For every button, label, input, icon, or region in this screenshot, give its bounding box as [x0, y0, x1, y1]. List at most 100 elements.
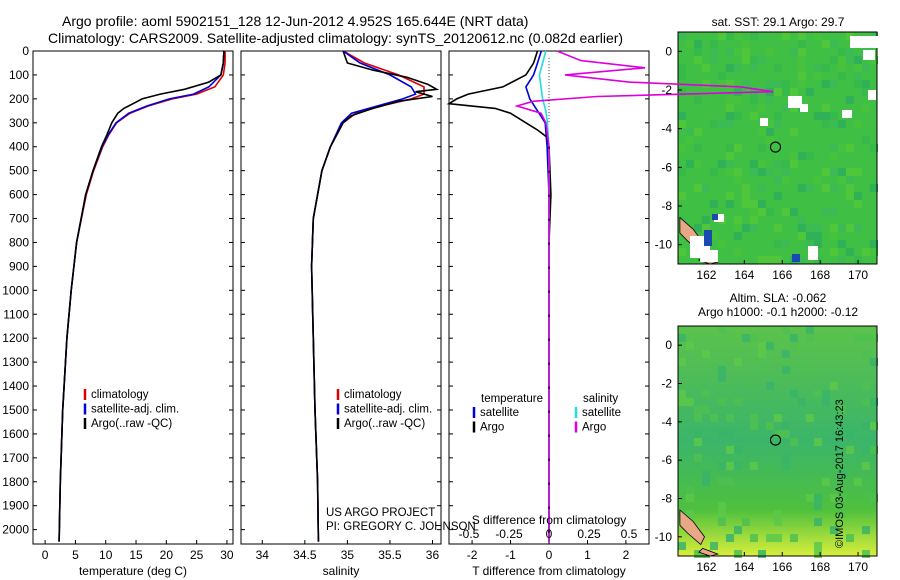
sst-map-title: sat. SST: 29.1 Argo: 29.7 [712, 15, 845, 29]
sst_map-cell [726, 104, 734, 112]
sla_map-cell [678, 334, 686, 342]
sla_map-cell [718, 462, 726, 470]
sst_map-cell [830, 112, 838, 120]
difference-top-tick-label: 0.25 [577, 527, 601, 541]
sst-map-missing-cell [714, 214, 724, 222]
temperature-x-axis-label: temperature (deg C) [79, 564, 187, 578]
sst_map-cell [694, 96, 702, 104]
salinity-x-axis-label: salinity [323, 564, 360, 578]
sla_map-y-tick-label: -10 [655, 530, 673, 544]
sst_map-cell [822, 40, 830, 48]
sst_map-cell [750, 96, 758, 104]
sst_map-cell [822, 112, 830, 120]
sst_map-cell [862, 64, 870, 72]
sla_map-cell [758, 342, 766, 350]
sla_map-cell [814, 502, 822, 510]
sst-map-missing-cell [760, 118, 768, 126]
temperature-x-tick-label: 15 [129, 548, 143, 562]
sst-map-missing-cell [700, 250, 718, 262]
sst_map-cell [758, 208, 766, 216]
sst_map-cell [838, 64, 846, 72]
depth-tick-label: 600 [9, 188, 29, 202]
sst_map-cell [846, 248, 854, 256]
sla_map-cell [750, 422, 758, 430]
sst_map-cell [742, 80, 750, 88]
sla_map-cell [774, 534, 782, 542]
sla_map-frame [677, 325, 878, 557]
sst_map-cell [774, 80, 782, 88]
sla_map-cell [862, 350, 870, 358]
sla_map-cell [726, 462, 734, 470]
sst_map-cell [798, 152, 806, 160]
salinity-x-tick-label: 36 [426, 548, 440, 562]
difference-x-tick-label: -2 [467, 548, 478, 562]
sst_map-cell [710, 48, 718, 56]
sst_map-cell [798, 64, 806, 72]
sla_map-cell [758, 550, 766, 558]
sst_map-cell [870, 184, 878, 192]
sst_map-cell [830, 56, 838, 64]
sst_map-cell [862, 104, 870, 112]
sla_map-y-tick-label: -8 [661, 492, 672, 506]
sla_map-cell [846, 534, 854, 542]
sst_map-cell [798, 224, 806, 232]
sst_map-cell [742, 192, 750, 200]
sst-map-cool-cell [704, 230, 712, 246]
sst_map-x-tick-label: 164 [734, 268, 754, 282]
sst_map-cell [766, 208, 774, 216]
sst_map-cell [806, 184, 814, 192]
sst_map-cell [678, 120, 686, 128]
difference-top-axis-label: S difference from climatology [472, 513, 627, 527]
sst_map-cell [782, 80, 790, 88]
sst_map-cell [678, 32, 686, 40]
sla_map-cell [718, 430, 726, 438]
sst_map-cell [726, 80, 734, 88]
sst_map-cell [806, 240, 814, 248]
depth-tick-label: 700 [9, 212, 29, 226]
sst_map-cell [846, 168, 854, 176]
depth-tick-label: 800 [9, 235, 29, 249]
sst_map-cell [774, 240, 782, 248]
sla_map-cell [686, 510, 694, 518]
sla_map-cell [862, 334, 870, 342]
sla_map-cell [814, 494, 822, 502]
sst_map-cell [846, 192, 854, 200]
sla_map-x-tick-label: 166 [772, 560, 792, 574]
sla_map-cell [862, 462, 870, 470]
sst_map-cell [854, 168, 862, 176]
sst_map-cell [814, 176, 822, 184]
sst_map-cell [774, 160, 782, 168]
sla_map-cell [806, 334, 814, 342]
temperature-legend-label: Argo(..raw -QC) [91, 418, 172, 430]
sst_map-cell [846, 144, 854, 152]
sla_map-cell [734, 398, 742, 406]
sst_map-cell [790, 208, 798, 216]
sst-map-missing-cell [788, 96, 802, 108]
sla_map-cell [838, 494, 846, 502]
depth-tick-label: 1400 [2, 379, 29, 393]
sst_map-cell [798, 56, 806, 64]
salinity-legend-label: Argo(..raw -QC) [344, 418, 425, 430]
sst_map-cell [718, 160, 726, 168]
sla_map-cell [750, 334, 758, 342]
sla_map-cell [806, 366, 814, 374]
salinity-annotation: US ARGO PROJECT [326, 507, 435, 519]
sst_map-cell [678, 64, 686, 72]
sst_map-cell [734, 112, 742, 120]
sla_map-cell [830, 526, 838, 534]
sst_map-cell [782, 104, 790, 112]
sst_map-cell [678, 248, 686, 256]
sla_map-cell [702, 478, 710, 486]
sst_map-cell [718, 72, 726, 80]
sla_map-x-tick-label: 170 [848, 560, 868, 574]
sla_map-cell [870, 446, 878, 454]
sla_map-island [679, 509, 705, 546]
sla_map-cell [766, 382, 774, 390]
sst_map-x-tick-label: 162 [696, 268, 716, 282]
sla_map-cell [790, 390, 798, 398]
sst_map-cell [854, 64, 862, 72]
sst_map-cell [830, 208, 838, 216]
depth-tick-label: 100 [9, 68, 29, 82]
sla_map-cell [830, 382, 838, 390]
sst_map-cell [758, 144, 766, 152]
